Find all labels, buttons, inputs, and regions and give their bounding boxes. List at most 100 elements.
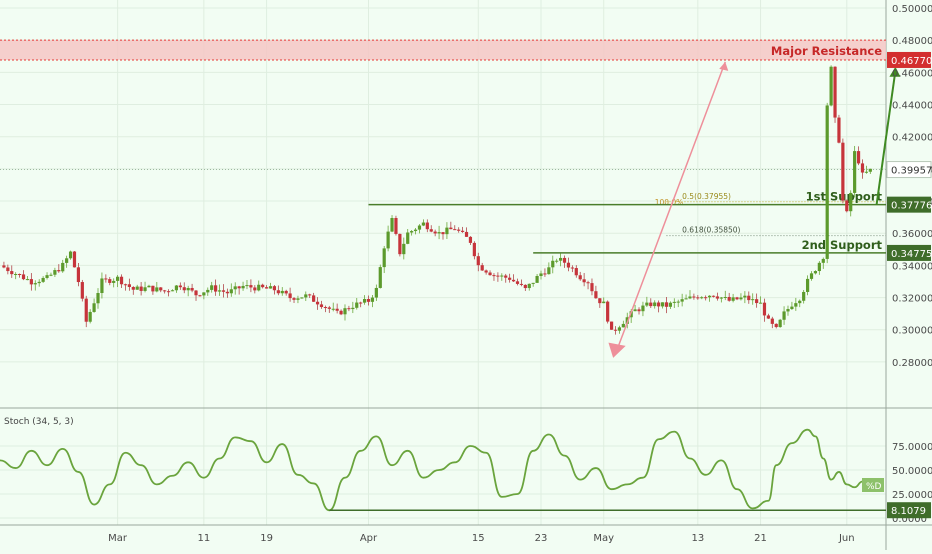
candle-body [355,302,359,308]
candle-body [449,227,453,230]
oscillator-title: Stoch (34, 5, 3) [4,417,74,427]
candle-body [14,274,18,276]
candle-body [433,231,437,234]
candle-body [92,303,96,312]
candle-body [339,310,343,315]
oscillator-tick-label: 50.0000 [892,466,932,477]
candle-body [782,311,786,320]
support2-value-tag-bg [887,244,931,261]
candle-body [308,294,312,296]
time-tick-label: Apr [360,533,378,544]
candle-body [660,302,665,307]
candle-body [410,231,414,233]
candle-body [394,218,398,234]
candle-body [96,293,100,304]
time-tick-label: Mar [108,533,128,544]
candle-body [786,309,790,312]
candle-body [613,329,618,331]
candle-body [531,282,535,284]
candle-body [284,290,288,294]
candle-body [155,287,159,292]
candle-body [711,295,716,297]
time-tick-label: 23 [535,533,548,544]
candle-body [464,231,469,237]
candle-body [774,323,778,328]
candle-body [484,270,488,273]
candle-body [437,232,441,234]
candle-body [508,277,512,280]
candle-body [163,290,167,292]
candle-body [268,286,273,289]
candle-body [37,281,41,284]
candle-body [633,309,637,312]
candle-body [374,287,378,298]
candle-body [413,229,418,232]
resistance-zone [0,40,886,60]
candle-body [143,287,147,291]
candle-body [715,296,720,299]
candle-body [202,292,206,296]
price-tick-label: 0.42000 [892,133,932,144]
candle-body [821,258,825,263]
candle-body [225,291,229,294]
price-tick-label: 0.36000 [892,229,932,240]
candle-body [108,279,112,283]
candle-body [798,300,802,304]
candle-body [574,268,578,276]
candle-body [684,298,688,300]
candle-body [547,267,551,275]
time-tick-label: 19 [260,533,273,544]
time-tick-label: 15 [472,533,485,544]
candle-body [323,307,327,309]
candle-body [417,225,422,230]
candle-body [127,284,131,287]
series-tag-bg [862,478,884,492]
candle-body [335,308,339,311]
candle-body [18,274,22,276]
candle-body [805,278,810,292]
candle-body [696,297,700,299]
candle-body [49,274,53,276]
candle-body [425,222,429,230]
candle-body [343,308,347,315]
candle-body [292,298,296,300]
candle-body [76,267,81,283]
candle-body [641,305,645,312]
candle-body [53,270,57,275]
candle-body [833,66,837,118]
candle-body [770,318,774,324]
time-tick-label: Jun [838,533,855,544]
candle-body [590,283,594,292]
candle-body [29,279,33,285]
candle-body [386,231,390,249]
time-tick-label: May [593,533,614,544]
price-tick-label: 0.28000 [892,358,932,369]
candle-body [402,243,406,255]
support1-value-tag-bg [887,196,931,213]
candle-body [606,301,610,322]
price-tick-label: 0.32000 [892,294,932,305]
candle-body [692,296,696,298]
candle-body [166,291,171,293]
candle-body [68,251,73,259]
candle-body [441,232,445,235]
candle-body [649,302,653,307]
fib-level-label: 0.5(0.37955) [682,192,731,201]
candle-body [233,286,237,290]
candle-body [237,286,241,289]
candle-body [578,275,582,280]
candle-body [539,273,543,277]
candle-body [147,285,151,288]
candle-body [319,304,324,308]
candle-body [829,66,833,106]
candle-body [65,258,69,263]
candle-body [515,281,520,284]
candle-body [327,307,331,309]
candle-body [621,323,625,328]
current-price-tag-bg [886,161,932,179]
candle-body [174,285,179,291]
candle-body [210,285,214,290]
candle-body [602,301,606,304]
candle-body [315,301,320,305]
